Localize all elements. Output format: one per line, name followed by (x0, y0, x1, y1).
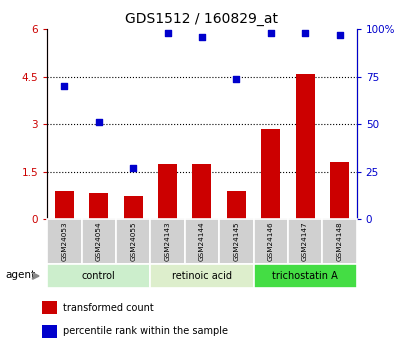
Bar (150, 219, 184, 264)
Text: GSM24053: GSM24053 (61, 222, 67, 261)
Text: agent: agent (6, 270, 36, 280)
Point (198, 34, 204, 40)
Point (130, 165, 136, 171)
Point (267, 30, 273, 36)
Point (95, 120, 102, 125)
Text: trichostatin A: trichostatin A (272, 271, 337, 281)
Bar (42, 325, 57, 338)
Bar (47, 264, 150, 288)
Bar (218, 219, 253, 264)
Bar (158, 164, 177, 219)
Text: retinoic acid: retinoic acid (171, 271, 231, 281)
Bar (287, 219, 321, 264)
Text: control: control (82, 271, 115, 281)
Text: GSM24147: GSM24147 (301, 222, 307, 261)
Point (232, 76, 239, 81)
Text: GSM24143: GSM24143 (164, 222, 170, 261)
Bar (253, 219, 287, 264)
Text: transformed count: transformed count (63, 303, 154, 313)
Bar (81, 219, 116, 264)
Text: GSM24054: GSM24054 (96, 222, 101, 261)
Point (164, 30, 171, 36)
Bar (261, 129, 279, 219)
Point (335, 32, 342, 38)
Bar (192, 164, 211, 219)
Bar (55, 190, 74, 219)
Bar (124, 196, 142, 219)
Text: GSM24144: GSM24144 (198, 222, 204, 261)
Text: percentile rank within the sample: percentile rank within the sample (63, 326, 228, 336)
Bar (329, 162, 348, 219)
Text: GSM24146: GSM24146 (267, 222, 273, 261)
Bar (150, 264, 253, 288)
Point (301, 30, 308, 36)
Title: GDS1512 / 160829_at: GDS1512 / 160829_at (125, 11, 278, 26)
Bar (226, 191, 245, 219)
Bar (89, 193, 108, 219)
Text: GSM24055: GSM24055 (130, 222, 136, 261)
Point (61, 83, 67, 89)
Bar (184, 219, 218, 264)
Text: GSM24148: GSM24148 (336, 222, 342, 261)
Bar (47, 219, 81, 264)
Bar (295, 74, 314, 219)
Bar (116, 219, 150, 264)
Bar (42, 302, 57, 314)
Text: GSM24145: GSM24145 (233, 222, 239, 261)
Bar (253, 264, 356, 288)
Bar (321, 219, 356, 264)
